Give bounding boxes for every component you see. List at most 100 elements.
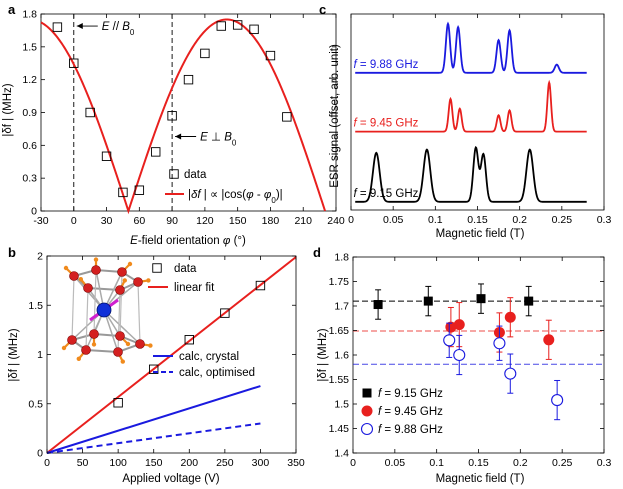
mol-arrowhead [63,265,69,271]
legend-label-fit: |δf | ∝ |cos(φ - φ0)| [188,189,283,205]
legend-marker [362,388,372,398]
annotation-perpendicular-part: E [200,132,208,144]
mol-atom [69,271,79,281]
legend-label: f = 9.88 GHz [378,424,443,436]
mol-arrowhead [91,342,97,347]
trace-label: f = 9.15 GHz [354,188,419,200]
panel-label-d: d [313,245,321,260]
molecule-structure-illustration [61,257,153,364]
series-line [46,256,297,454]
data-point [184,335,194,345]
trace-label-part: = 9.88 GHz [357,59,419,71]
d-xtick-label: 0.25 [552,457,573,469]
a-xtick-label: 180 [262,215,280,227]
data-point [476,294,486,304]
b-ytick-label: 0 [37,448,43,460]
legend-marker [361,405,373,417]
legend-label-fit-part: 0 [271,196,276,205]
annotation-parallel-part: 0 [130,28,135,37]
annotation-parallel-part: B [122,21,130,33]
panel-d-ylabel: |δf | (MHz) [317,328,329,381]
annotation-perpendicular-part: ⊥ [208,132,224,144]
mol-arrowhead [122,278,128,283]
data-point [453,348,466,362]
mol-arrowhead [93,257,99,262]
mol-arrowhead [125,341,131,347]
data-point [220,308,230,318]
data-point [249,24,259,35]
panel-b-xlabel: Applied voltage (V) [122,473,219,485]
mol-atom [115,285,125,295]
panel-label-b: b [8,245,16,260]
trace-label-part: f [354,118,359,130]
b-ytick-label: 2 [37,251,43,263]
data-point [101,151,112,161]
c-xtick-label: 0.15 [467,214,488,226]
b-xtick-label: 200 [181,457,199,469]
mol-center-atom [96,302,112,318]
esr-trace [355,145,587,203]
mol-bond [87,287,121,291]
mol-bond [71,275,75,341]
legend-label-part: f [378,424,383,436]
a-ytick-label: 0.3 [22,173,37,185]
b-xtick-label: 250 [216,457,234,469]
legend-label-fit-part: | ∝ |cos( [201,189,247,201]
annotation-perpendicular-part: B [224,132,232,144]
mol-atom [67,335,77,345]
mol-bond [119,271,123,337]
mol-bond [93,269,97,335]
b-xtick-label: 150 [145,457,163,469]
legend-marker-data [152,263,162,273]
mol-atom [81,345,91,355]
b-ytick-label: 0.5 [28,398,43,410]
legend-label-part: = 9.15 GHz [381,388,443,400]
series-line [46,385,261,454]
panel-label-a: a [8,2,16,17]
a-xtick-label: 0 [71,215,77,227]
panel-a-xlabel: E-field orientation φ (°) [130,235,246,247]
legend-label: f = 9.45 GHz [378,406,443,418]
legend-label: data [174,263,197,275]
c-xtick-label: 0.2 [512,214,527,226]
a-xtick-label: -30 [33,215,48,227]
data-point [85,107,95,118]
d-ytick-label: 1.4 [334,448,349,460]
c-xtick-label: 0.05 [383,214,404,226]
b-ytick-label: 1 [37,349,43,361]
d-ytick-label: 1.5 [334,399,349,411]
data-point [504,367,517,380]
d-ytick-label: 1.75 [329,276,350,288]
a-xtick-label: 60 [133,215,145,227]
annotation-arrowhead [175,133,182,140]
b-xtick-label: 50 [77,457,89,469]
data-point [524,296,534,306]
data-point [445,321,457,333]
panel-d: d 0 0.05 0.1 0.15 0.2 0.25 0.3 1.4 1.45 1.5 1.55 1.… [313,245,611,485]
d-xtick-label: 0.3 [597,457,612,469]
legend-label: linear fit [174,282,215,294]
trace-label: f = 9.45 GHz [354,118,419,130]
a-xtick-label: 240 [327,215,345,227]
mol-bond [103,309,141,345]
legend-label-fit-part: | [188,189,191,201]
c-xtick-label: 0.1 [428,214,443,226]
d-xtick-label: 0.1 [429,457,444,469]
data-point [504,311,516,323]
trace-label: f = 9.88 GHz [354,59,419,71]
mol-atom [89,329,99,339]
panel-c-ylabel: ESR signal (offset, arb. unit) [329,44,341,188]
trace-label-part: = 9.45 GHz [357,118,419,130]
a-ytick-label: 0.9 [22,107,37,119]
mol-bond [137,281,141,345]
panel-a: a -30 0 30 60 90 120 150 180 210 24000.30.60.91.2… [2,2,345,247]
annotation-parallel-part: // [109,21,122,33]
d-ytick-label: 1.55 [329,374,350,386]
mol-atom [135,339,145,349]
data-point [453,319,465,331]
data-point [265,50,276,61]
trace-label-part: f [354,59,359,71]
mol-arrowhead [148,343,153,348]
